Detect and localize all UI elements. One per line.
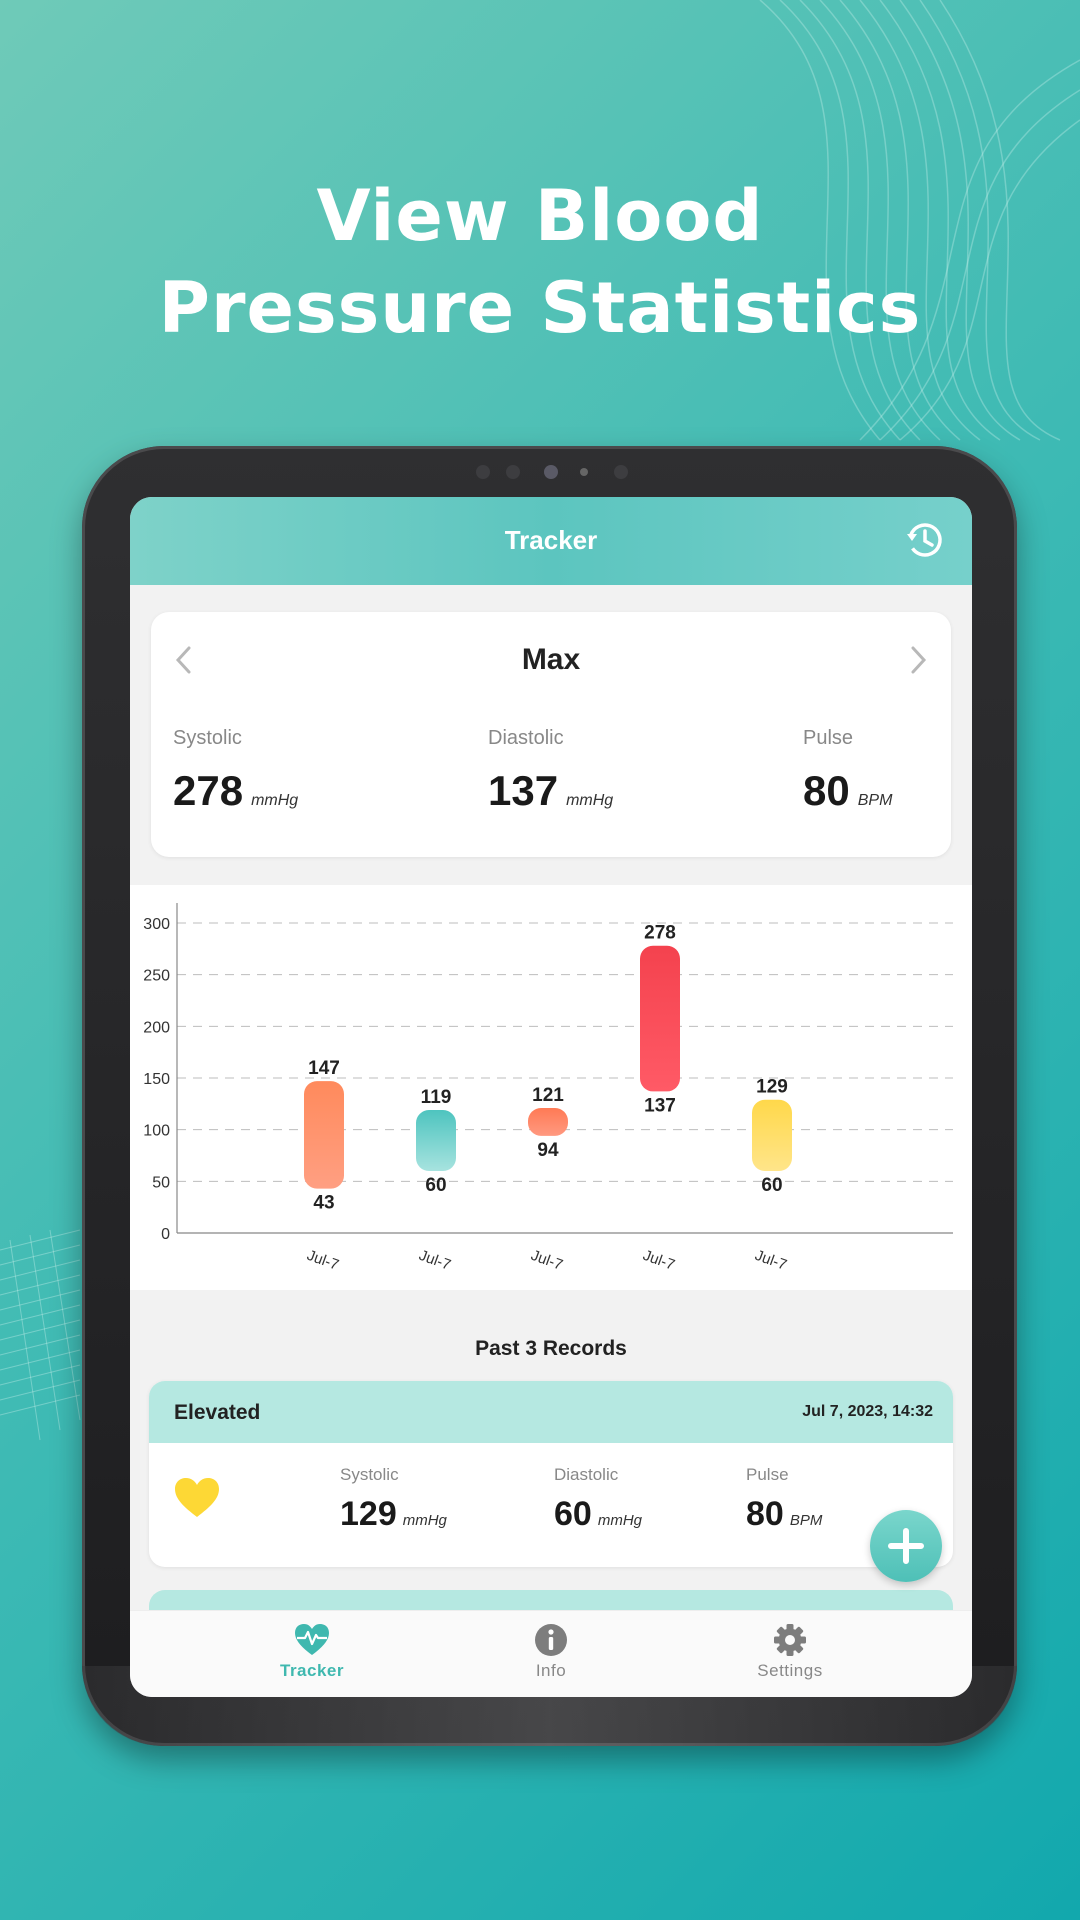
headline-line-2: Pressure Statistics [158, 267, 922, 349]
systolic-label: Systolic [173, 727, 242, 749]
x-tick-label: Jul-7 [641, 1247, 677, 1274]
bar-low-label: 137 [644, 1095, 676, 1116]
record-status: Elevated [174, 1401, 261, 1424]
record-systolic-unit: mmHg [402, 1512, 447, 1529]
add-record-button[interactable] [870, 1510, 942, 1582]
bottom-nav: Tracker Info Settings [130, 1610, 972, 1697]
systolic-unit: mmHg [251, 792, 299, 809]
diastolic-value: 137 mmHg [488, 767, 613, 815]
y-tick-label: 50 [152, 1174, 170, 1191]
chevron-right-icon[interactable] [903, 640, 933, 680]
record-diastolic-number: 60 [554, 1495, 592, 1533]
bar-high-label: 119 [421, 1087, 452, 1108]
heart-pulse-icon [295, 1624, 329, 1655]
record-header: Elevated Jul 7, 2023, 14:32 [149, 1381, 953, 1443]
nav-label-info: Info [535, 1661, 567, 1680]
bar-low-label: 60 [761, 1175, 782, 1196]
headline-line-1: View Blood [316, 175, 764, 257]
diastolic-unit: mmHg [566, 792, 614, 809]
y-tick-label: 300 [143, 916, 170, 933]
app-screen: Tracker Max Systolic 278 mmHg Diastolic 1… [130, 497, 972, 1697]
record-diastolic-value: 60 mmHg [554, 1495, 642, 1534]
y-tick-label: 100 [143, 1123, 170, 1140]
sensor-dot [614, 465, 628, 479]
plus-icon [888, 1528, 924, 1564]
bar-high-label: 121 [532, 1085, 564, 1106]
records-title: Past 3 Records [475, 1337, 627, 1360]
range-bar [640, 945, 680, 1092]
gear-icon [774, 1624, 806, 1656]
chevron-left-icon[interactable] [169, 640, 199, 680]
promo-headline: View Blood Pressure Statistics [0, 170, 1080, 354]
y-tick-label: 150 [143, 1071, 170, 1088]
record-pulse-label: Pulse [746, 1465, 789, 1484]
nav-label-settings: Settings [757, 1661, 823, 1680]
stats-card: Max Systolic 278 mmHg Diastolic 137 mmHg P… [151, 612, 951, 857]
pulse-label: Pulse [803, 727, 854, 749]
record-systolic-number: 129 [340, 1495, 397, 1533]
sensor-dot [580, 468, 588, 476]
bar-high-label: 129 [756, 1077, 788, 1098]
record-date: Jul 7, 2023, 14:32 [802, 1403, 933, 1420]
range-bar [304, 1081, 344, 1189]
camera-lens [544, 465, 558, 479]
range-bar [752, 1099, 792, 1171]
diastolic-number: 137 [488, 767, 559, 814]
x-tick-label: Jul-7 [753, 1247, 789, 1274]
bar-low-label: 60 [425, 1175, 446, 1196]
bp-chart-svg: 0 50 100 150 200 250 300 147 43 Jul-7 119 60 Jul-7 12… [143, 903, 953, 1274]
bar-high-label: 278 [644, 923, 676, 944]
bar-low-label: 43 [313, 1193, 334, 1214]
app-bar: Tracker [130, 497, 972, 585]
x-tick-label: Jul-7 [305, 1247, 341, 1274]
bar-high-label: 147 [308, 1058, 340, 1079]
y-tick-label: 0 [161, 1226, 170, 1243]
info-icon [535, 1624, 567, 1656]
systolic-value: 278 mmHg [173, 767, 298, 815]
nav-item-info[interactable]: Info [451, 1611, 651, 1697]
app-bar-title: Tracker [504, 525, 598, 555]
heart-icon [175, 1478, 219, 1517]
pulse-unit: BPM [857, 792, 893, 809]
bar-low-label: 94 [537, 1140, 559, 1161]
nav-item-settings[interactable]: Settings [690, 1611, 890, 1697]
y-tick-label: 200 [143, 1019, 170, 1036]
record-pulse-number: 80 [746, 1495, 784, 1533]
x-tick-label: Jul-7 [529, 1247, 565, 1274]
range-bar [528, 1107, 568, 1136]
bp-chart: 0 50 100 150 200 250 300 147 43 Jul-7 119 60 Jul-7 12… [130, 885, 972, 1290]
sensor-dot [506, 465, 520, 479]
x-tick-label: Jul-7 [417, 1247, 453, 1274]
range-bar [416, 1110, 456, 1171]
record-systolic-label: Systolic [340, 1465, 399, 1484]
sensor-dot [476, 465, 490, 479]
nav-item-tracker[interactable]: Tracker [212, 1611, 412, 1697]
pulse-number: 80 [803, 767, 850, 814]
stats-title: Max [521, 643, 581, 676]
diastolic-label: Diastolic [488, 727, 564, 749]
tablet-camera-bar [0, 462, 1080, 482]
y-tick-label: 250 [143, 968, 170, 985]
record-pulse-unit: BPM [789, 1512, 823, 1529]
systolic-number: 278 [173, 767, 244, 814]
record-pulse-value: 80 BPM [746, 1495, 822, 1534]
record-card[interactable]: Elevated Jul 7, 2023, 14:32 Systolic 129… [149, 1381, 953, 1567]
history-icon[interactable] [904, 520, 944, 560]
record-diastolic-unit: mmHg [597, 1512, 642, 1529]
record-systolic-value: 129 mmHg [340, 1495, 447, 1534]
pulse-value: 80 BPM [803, 767, 892, 815]
nav-label-tracker: Tracker [280, 1661, 344, 1680]
record-diastolic-label: Diastolic [554, 1465, 619, 1484]
